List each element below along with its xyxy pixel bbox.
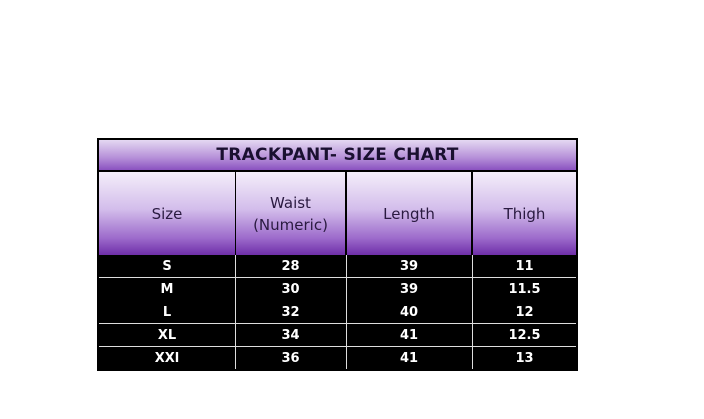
column-header: Thigh [473,172,576,255]
table-cell: 12 [515,304,534,320]
table-cell: 32 [281,304,300,320]
table-cell: M [160,281,174,297]
table-cell: 11 [515,258,534,274]
column-divider [235,255,236,369]
row-divider [99,346,576,347]
column-divider [346,255,347,369]
table-cell: 34 [281,327,300,343]
table-cell: 41 [399,350,419,366]
table-cell: 39 [399,258,419,274]
table-cell: 40 [399,304,419,320]
table-title: TRACKPANT- SIZE CHART [99,140,576,170]
row-divider [99,277,576,278]
column-divider [472,255,473,369]
table-cell: 41 [399,327,419,343]
table-cell: 36 [281,350,300,366]
column-header: Waist (Numeric) [236,172,345,255]
table-cell: 39 [399,281,419,297]
table-cell: S [162,258,172,274]
table-cell: 12.5 [508,327,541,343]
table-cell: 11.5 [508,281,541,297]
column-header: Size [99,172,235,255]
table-cell: 30 [281,281,300,297]
table-cell: XXl [154,350,180,366]
row-divider [99,323,576,324]
table-cell: 13 [515,350,534,366]
table-cell: L [162,304,172,320]
table-cell: XL [157,327,177,343]
size-chart-table: TRACKPANT- SIZE CHART Size Waist (Numeric… [97,138,578,371]
table-cell: 28 [281,258,300,274]
column-header: Length [347,172,471,255]
